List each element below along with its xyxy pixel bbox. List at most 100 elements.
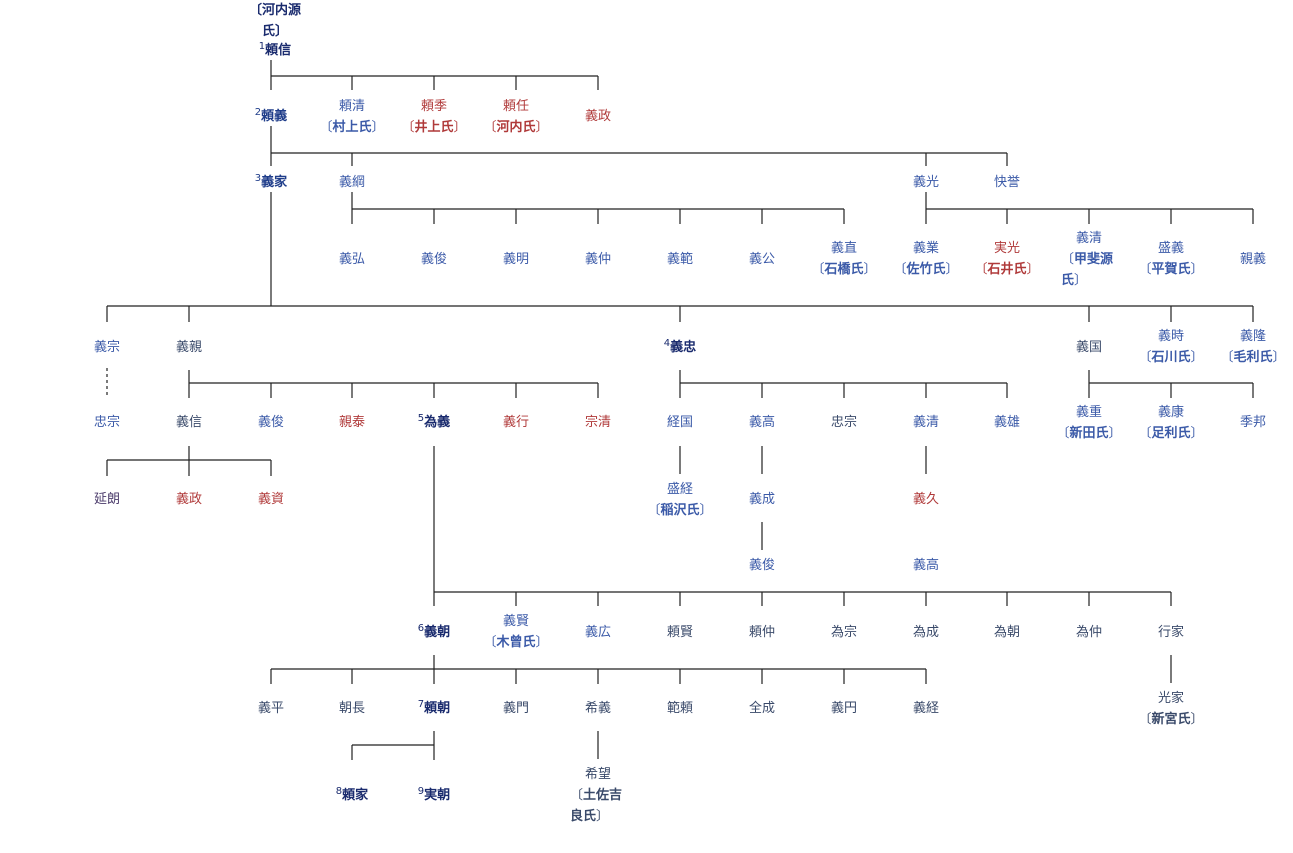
person-name: 範頼 <box>667 698 693 719</box>
person-tametomo: 為朝 <box>994 622 1020 643</box>
person-name-text: 為仲 <box>1075 625 1103 640</box>
person-tadamune: 忠宗 <box>94 412 120 433</box>
person-name: 義信 <box>176 412 202 433</box>
person-name-text: 義朝 <box>424 625 451 640</box>
person-yoshimune: 義宗 <box>94 337 120 358</box>
person-name-text: 義範 <box>666 252 694 267</box>
person-name-text: 義康 <box>1157 405 1185 420</box>
person-name: 頼仲 <box>749 622 775 643</box>
person-tameyoshi: 5為義 <box>418 412 450 433</box>
clan-label: 〔井上氏〕 <box>401 120 467 135</box>
clan-name: 石井氏 <box>987 262 1027 277</box>
clan-label: 〔新宮氏〕 <box>1138 712 1204 727</box>
person-yoshinaka0: 義仲 <box>585 249 611 270</box>
person-yoshitaka2: 義高 <box>913 555 939 576</box>
person-name: 8頼家 <box>336 785 368 806</box>
person-name-text: 頼季 <box>420 99 448 114</box>
person-name: 頼清 <box>319 96 384 117</box>
person-name: 行家 <box>1158 622 1184 643</box>
person-tamenaka: 為仲 <box>1076 622 1102 643</box>
person-name-text: 義直 <box>830 241 858 256</box>
person-name: 4義忠 <box>664 337 696 358</box>
clan-label: 〔河内氏〕 <box>483 120 549 135</box>
person-name-text: 義平 <box>257 701 285 716</box>
person-name-text: 義時 <box>1157 329 1185 344</box>
person-name: 義康 <box>1138 402 1203 423</box>
person-name-text: 希望 <box>584 767 611 782</box>
person-name: 義範 <box>667 249 693 270</box>
person-moriyoshi: 盛義 〔平賀氏〕 <box>1138 238 1203 280</box>
person-name-text: 盛経 <box>666 482 694 497</box>
person-yoshinao: 義直 〔石橋氏〕 <box>811 238 876 280</box>
clan-name: 河内氏 <box>496 120 536 135</box>
person-name: 光家 <box>1138 688 1203 709</box>
clan-label: 〔石井氏〕 <box>974 262 1040 277</box>
person-name: 為朝 <box>994 622 1020 643</box>
person-yoshikata: 義賢 〔木曾氏〕 <box>483 611 548 653</box>
person-yoshiyuki: 義行 <box>503 412 529 433</box>
person-name: 2頼義 <box>255 106 287 127</box>
clan-label: 〔平賀氏〕 <box>1138 262 1204 277</box>
person-name: 義成 <box>749 489 775 510</box>
person-munekiyo: 宗清 <box>585 412 611 433</box>
person-yoshisuke: 義資 <box>258 489 284 510</box>
person-mitsuie: 光家 〔新宮氏〕 <box>1138 688 1203 730</box>
person-name-text: 為朝 <box>993 625 1021 640</box>
clan-name: 甲斐源氏 <box>1061 252 1114 288</box>
person-yoshitaka1: 義高 <box>749 412 775 433</box>
person-tomonaga: 朝長 <box>339 698 365 719</box>
person-name: 宗清 <box>585 412 611 433</box>
clan-name: 新田氏 <box>1069 426 1109 441</box>
succession-number: 2 <box>254 107 262 118</box>
person-yorikiyo: 頼清 〔村上氏〕 <box>319 96 384 138</box>
succession-number: 3 <box>254 173 262 184</box>
person-name-text: 義高 <box>748 415 776 430</box>
person-name: 3義家 <box>255 172 287 193</box>
person-name: 義明 <box>503 249 529 270</box>
person-name: 義重 <box>1056 402 1121 423</box>
person-name-text: 行家 <box>1157 625 1185 640</box>
person-name-text: 義業 <box>912 241 940 256</box>
person-yoshihisa: 義久 <box>913 489 939 510</box>
person-yoshinari0: 義業 〔佐竹氏〕 <box>893 238 958 280</box>
person-name: 6義朝 <box>418 622 450 643</box>
person-name-text: 為宗 <box>830 625 858 640</box>
person-name-text: 親義 <box>1239 252 1267 267</box>
person-name-text: 範頼 <box>666 701 694 716</box>
person-name: 希義 <box>585 698 611 719</box>
person-yoshinobu: 義信 <box>176 412 202 433</box>
person-yoshitoshi1: 義俊 <box>258 412 284 433</box>
clan-label: 〔木曾氏〕 <box>483 635 549 650</box>
person-name-text: 頼清 <box>338 99 366 114</box>
person-sanemitsu: 実光 〔石井氏〕 <box>974 238 1039 280</box>
person-chikayoshi: 親義 <box>1240 249 1266 270</box>
person-name: 忠宗 <box>831 412 857 433</box>
clan-label: 〔新田氏〕 <box>1056 426 1122 441</box>
person-zenjo: 全成 <box>749 698 775 719</box>
person-yoriie: 8頼家 <box>336 785 368 806</box>
person-name: 為成 <box>913 622 939 643</box>
person-yoshichika: 義親 <box>176 337 202 358</box>
person-name-text: 義清 <box>1075 231 1102 246</box>
person-yoshimitsu: 義光 <box>913 172 939 193</box>
person-name-text: 義光 <box>912 175 940 190</box>
person-yoshio: 義雄 <box>994 412 1020 433</box>
person-name: 延朗 <box>94 489 120 510</box>
clan-label: 〔毛利氏〕 <box>1220 350 1286 365</box>
person-name: 義俊 <box>258 412 284 433</box>
person-name-text: 義重 <box>1075 405 1103 420</box>
person-name: 義綱 <box>339 172 365 193</box>
person-yoshihira: 義平 <box>258 698 284 719</box>
person-yoshishige: 義重 〔新田氏〕 <box>1056 402 1121 444</box>
clan-name: 毛利氏 <box>1233 350 1273 365</box>
person-name-text: 盛義 <box>1157 241 1185 256</box>
person-suekuni: 季邦 <box>1240 412 1266 433</box>
clan-name: 木曾氏 <box>496 635 536 650</box>
person-name-text: 義政 <box>175 492 203 507</box>
person-name-text: 義資 <box>257 492 285 507</box>
person-name: 義資 <box>258 489 284 510</box>
person-yoshiaki: 義明 <box>503 249 529 270</box>
root-clan-label: 〔河内源 氏〕 <box>249 0 301 42</box>
person-nobuakira: 延朗 <box>94 489 120 510</box>
